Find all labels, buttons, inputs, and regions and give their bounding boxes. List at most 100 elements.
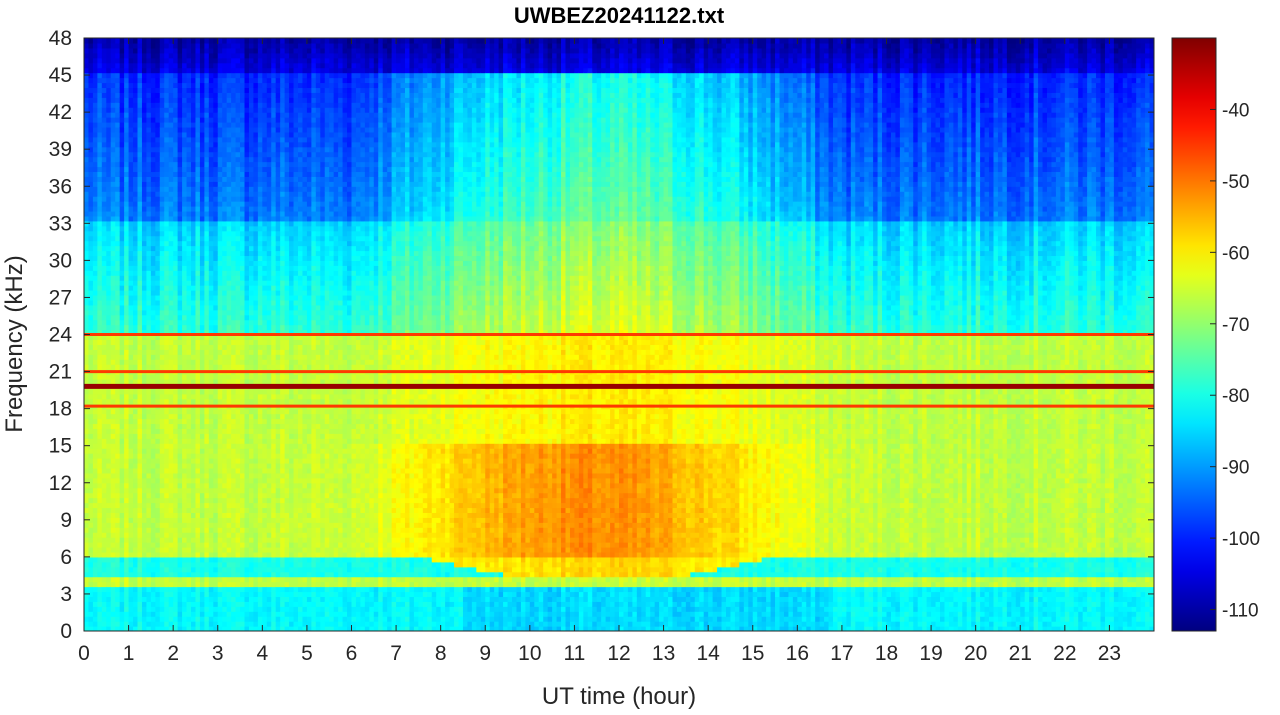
heatmap-cell (218, 280, 223, 286)
heatmap-cell (115, 246, 120, 252)
heatmap-cell (146, 285, 151, 291)
heatmap-cell (93, 359, 98, 365)
heatmap-cell (97, 196, 102, 202)
heatmap-cell (160, 176, 165, 182)
heatmap-cell (200, 498, 205, 504)
heatmap-cell (120, 423, 125, 429)
heatmap-cell (115, 315, 120, 321)
heatmap-cell (213, 453, 218, 459)
heatmap-cell (146, 374, 151, 380)
heatmap-cell (164, 92, 169, 98)
heatmap-cell (138, 522, 143, 528)
heatmap-cell (160, 196, 165, 202)
heatmap-cell (182, 246, 187, 252)
heatmap-cell (120, 488, 125, 494)
heatmap-cell (164, 419, 169, 425)
heatmap-cell (169, 290, 174, 296)
heatmap-cell (222, 522, 227, 528)
heatmap-cell (182, 364, 187, 370)
heatmap-cell (182, 423, 187, 429)
heatmap-cell (187, 458, 192, 464)
heatmap-cell (97, 58, 102, 64)
heatmap-cell (200, 73, 205, 79)
heatmap-cell (218, 191, 223, 197)
heatmap-cell (133, 587, 138, 593)
heatmap-cell (84, 522, 89, 528)
heatmap-cell (160, 117, 165, 123)
heatmap-cell (231, 102, 236, 108)
heatmap-cell (88, 246, 93, 252)
heatmap-cell (178, 295, 183, 301)
heatmap-cell (240, 414, 245, 420)
heatmap-cell (106, 315, 111, 321)
heatmap-cell (84, 157, 89, 163)
heatmap-cell (124, 354, 129, 360)
heatmap-cell (187, 206, 192, 212)
heatmap-cell (169, 320, 174, 326)
heatmap-cell (227, 364, 232, 370)
heatmap-cell (120, 552, 125, 558)
heatmap-cell (155, 567, 160, 573)
heatmap-cell (151, 443, 156, 449)
heatmap-cell (93, 162, 98, 168)
heatmap-cell (106, 176, 111, 182)
heatmap-cell (169, 112, 174, 118)
heatmap-cell (151, 186, 156, 192)
heatmap-cell (160, 621, 165, 627)
heatmap-cell (115, 488, 120, 494)
heatmap-cell (133, 428, 138, 434)
heatmap-cell (204, 152, 209, 158)
heatmap-cell (146, 339, 151, 345)
heatmap-cell (236, 601, 241, 607)
heatmap-cell (173, 181, 178, 187)
heatmap-cell (169, 616, 174, 622)
heatmap-cell (187, 507, 192, 513)
heatmap-cell (231, 157, 236, 163)
heatmap-cell (227, 250, 232, 256)
heatmap-cell (133, 611, 138, 617)
heatmap-cell (204, 448, 209, 454)
heatmap-cell (102, 206, 107, 212)
heatmap-cell (182, 300, 187, 306)
heatmap-cell (236, 389, 241, 395)
heatmap-cell (97, 423, 102, 429)
heatmap-cell (191, 122, 196, 128)
heatmap-cell (155, 102, 160, 108)
heatmap-cell (133, 112, 138, 118)
heatmap-cell (129, 547, 134, 553)
heatmap-cell (169, 147, 174, 153)
heatmap-cell (236, 216, 241, 222)
heatmap-cell (129, 78, 134, 84)
heatmap-cell (231, 241, 236, 247)
heatmap-cell (213, 87, 218, 93)
heatmap-cell (227, 310, 232, 316)
heatmap-cell (218, 591, 223, 597)
heatmap-cell (146, 137, 151, 143)
heatmap-cell (178, 216, 183, 222)
heatmap-cell (146, 389, 151, 395)
heatmap-cell (88, 290, 93, 296)
heatmap-cell (222, 300, 227, 306)
heatmap-cell (124, 394, 129, 400)
heatmap-cell (133, 596, 138, 602)
heatmap-cell (151, 87, 156, 93)
heatmap-cell (182, 463, 187, 469)
heatmap-cell (227, 354, 232, 360)
heatmap-cell (93, 349, 98, 355)
heatmap-cell (213, 537, 218, 543)
heatmap-cell (155, 206, 160, 212)
heatmap-cell (88, 374, 93, 380)
heatmap-cell (231, 53, 236, 59)
heatmap-cell (169, 191, 174, 197)
heatmap-cell (200, 285, 205, 291)
heatmap-cell (236, 166, 241, 172)
heatmap-cell (169, 186, 174, 192)
heatmap-cell (102, 137, 107, 143)
heatmap-cell (146, 601, 151, 607)
heatmap-cell (222, 567, 227, 573)
heatmap-cell (182, 389, 187, 395)
heatmap-cell (236, 498, 241, 504)
heatmap-cell (227, 43, 232, 49)
heatmap-cell (191, 201, 196, 207)
heatmap-cell (236, 265, 241, 271)
